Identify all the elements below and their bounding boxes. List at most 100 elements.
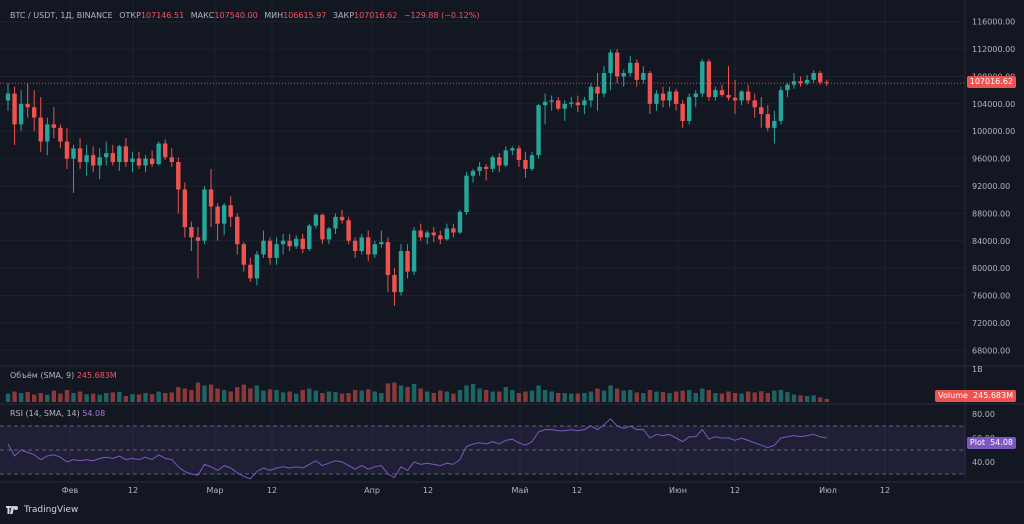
time-axis-label: Апр [364,486,380,495]
candle-body [759,107,764,115]
volume-bar [516,393,522,402]
volume-bar [228,391,233,402]
volume-bar [804,396,810,402]
candle-body [549,100,554,102]
time-axis-label: 12 [267,486,277,495]
candle-body [601,73,607,94]
candle-body [333,216,338,229]
volume-legend-name[interactable]: Объём (SMA, 9) [10,371,75,380]
volume-bar [90,393,96,402]
time-axis-label: 12 [423,486,433,495]
volume-bar [320,393,325,402]
volume-bar [366,389,371,402]
volume-bar [71,393,76,402]
candle-body [156,143,161,165]
candle-body [215,206,220,224]
volume-bar [202,385,207,402]
candle-body [182,189,188,228]
candle-body [123,146,129,163]
candle-body [274,244,279,258]
candle-body [680,103,685,121]
rsi-legend-name[interactable]: RSI (14, SMA, 14) [10,409,80,418]
candle-body [77,148,83,163]
volume-bar [235,387,240,402]
candle-body [542,101,548,106]
time-axis-label: 12 [128,486,138,495]
volume-bar [700,388,705,402]
volume-bar [713,393,718,402]
rsi-band-fill [0,426,965,474]
time-axis[interactable]: Фев 12 Мар 12 Апр 12 Май 12 Июн 12 Июл 12 [62,486,890,495]
candle-body [97,157,102,166]
volume-bar [588,391,594,402]
candle-body [110,153,115,163]
candle-body [464,175,469,213]
time-axis-label: 12 [880,486,890,495]
volume-bar [523,391,528,402]
candle-body [523,159,528,169]
candle-body [785,84,790,91]
candle-body [64,141,70,159]
candle-body [824,82,829,84]
candle-body [84,155,89,163]
volume-legend-value: 245.683M [76,371,117,380]
volume-bar [130,394,135,402]
brand-label: TradingView [24,505,79,515]
candle-body [804,79,810,84]
candle-body [267,240,273,258]
candle-body [628,62,633,74]
volume-bar [195,382,201,402]
rsi-axis-label: 80.00 [972,410,995,419]
candle-body [287,240,292,247]
time-axis-label: Июл [819,486,837,495]
candle-body [241,244,246,265]
candle-body [719,90,725,95]
candle-body [595,86,600,94]
candle-body [778,90,784,121]
candle-body [104,153,109,158]
time-axis-label: Май [511,486,528,495]
candle-body [687,97,692,121]
tradingview-logo-icon [6,506,20,514]
volume-bar [84,394,89,402]
volume-bar [739,393,744,402]
volume-bar [608,385,613,402]
volume-bar [418,388,423,402]
volume-bar [25,392,30,402]
candle-body [25,103,30,108]
volume-bar [241,384,246,402]
open-value: 107146.51 [140,11,185,20]
candle-body [451,228,456,233]
time-axis-label: Фев [62,486,79,495]
candle-body [431,232,436,236]
price-axis-label: 80000.00 [972,264,1010,273]
last-price-tag: 107016.62 [966,76,1016,88]
volume-bar [503,387,508,402]
rsi-legend-value: 54.08 [82,409,106,418]
price-axis-label: 96000.00 [972,155,1010,164]
volume-bar [772,390,777,402]
candle-body [379,242,384,245]
volume-bar [176,387,181,402]
candle-body [772,120,777,128]
volume-bar [647,390,653,402]
volume-bar [660,392,666,402]
candle-body [536,105,541,156]
volume-bar [208,384,214,402]
price-axis-label: 92000.00 [972,182,1010,191]
volume-bar [824,399,829,402]
volume-legend: Объём (SMA, 9) 245.683M [10,371,117,380]
high-value: 107540.00 [214,11,258,20]
candle-body [51,124,57,128]
volume-bar [706,390,712,402]
candle-body [392,275,397,293]
price-candles [0,49,965,306]
tradingview-brand[interactable]: TradingView [6,505,78,515]
symbol-label[interactable]: BTC / USDT, 1Д, BINANCE [10,11,113,20]
volume-bar [64,390,70,402]
volume-value-tag: Volume 245.683M [935,390,1016,402]
time-axis-label: 12 [572,486,582,495]
volume-bar [136,394,142,402]
